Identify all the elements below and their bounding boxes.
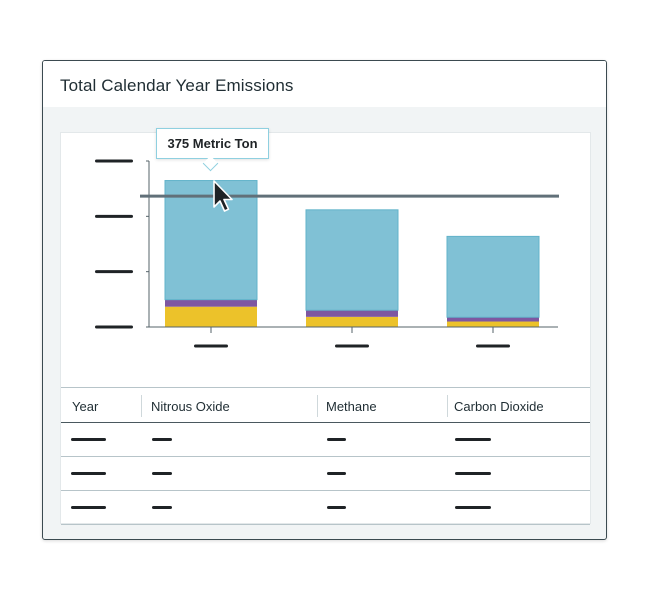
bar-segment-nitrous-oxide — [165, 306, 257, 327]
cell-placeholder-year — [71, 472, 106, 475]
cell-placeholder-carbon-dioxide — [455, 506, 491, 509]
chart-panel: Year Nitrous Oxide Methane Carbon Dioxid… — [60, 132, 591, 525]
y-tick-label-placeholder — [95, 270, 133, 274]
bar-segment-carbon-dioxide — [164, 180, 258, 301]
cell-placeholder-methane — [327, 438, 346, 441]
cell-placeholder-methane — [327, 472, 346, 475]
table-row[interactable] — [61, 491, 590, 525]
y-tick-label-placeholder — [95, 325, 133, 329]
column-separator — [141, 395, 142, 417]
table-row[interactable] — [61, 457, 590, 491]
card-title: Total Calendar Year Emissions — [60, 76, 294, 95]
table-header: Year Nitrous Oxide Methane Carbon Dioxid… — [61, 387, 590, 423]
x-tick-label-placeholder — [335, 344, 369, 348]
bar-segment-carbon-dioxide — [305, 209, 399, 311]
column-header-nitrous-oxide[interactable]: Nitrous Oxide — [151, 399, 230, 414]
emissions-chart — [95, 159, 559, 348]
bar-segment-methane — [165, 299, 257, 307]
column-header-year[interactable]: Year — [72, 399, 99, 414]
y-tick-label-placeholder — [95, 159, 133, 163]
y-tick-label-placeholder — [95, 214, 133, 218]
cell-placeholder-carbon-dioxide — [455, 438, 491, 441]
cell-placeholder-nitrous-oxide — [152, 438, 172, 441]
bar-segment-methane — [306, 310, 398, 317]
cell-placeholder-year — [71, 506, 106, 509]
column-separator — [317, 395, 318, 417]
column-separator — [447, 395, 448, 417]
mouse-pointer-icon — [213, 180, 233, 212]
table-row[interactable] — [61, 423, 590, 457]
emissions-table: Year Nitrous Oxide Methane Carbon Dioxid… — [61, 387, 590, 525]
value-tooltip: 375 Metric Ton — [156, 128, 269, 159]
card-header: Total Calendar Year Emissions — [43, 61, 606, 107]
x-tick-label-placeholder — [476, 344, 510, 348]
bar-segment-nitrous-oxide — [447, 321, 539, 327]
bar-segment-nitrous-oxide — [306, 316, 398, 327]
emissions-card: Total Calendar Year Emissions Year Nitro… — [42, 60, 607, 540]
bar-segment-carbon-dioxide — [446, 235, 540, 318]
cell-placeholder-nitrous-oxide — [152, 472, 172, 475]
cell-placeholder-nitrous-oxide — [152, 506, 172, 509]
column-header-methane[interactable]: Methane — [326, 399, 377, 414]
cell-placeholder-year — [71, 438, 106, 441]
column-header-carbon-dioxide[interactable]: Carbon Dioxide — [454, 399, 544, 414]
x-tick-label-placeholder — [194, 344, 228, 348]
bar-segment-methane — [447, 317, 539, 322]
cell-placeholder-methane — [327, 506, 346, 509]
cell-placeholder-carbon-dioxide — [455, 472, 491, 475]
